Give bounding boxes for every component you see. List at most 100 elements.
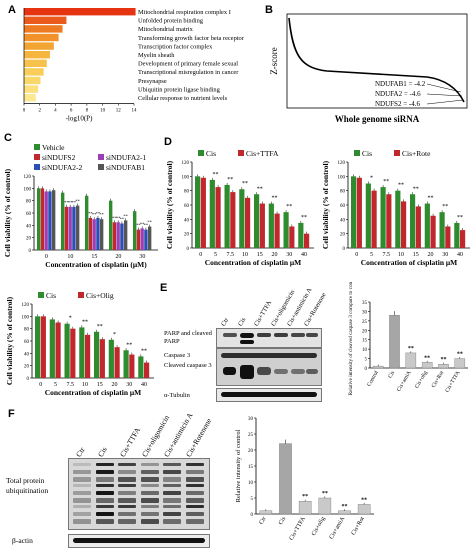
smear-band xyxy=(95,505,114,508)
beta-actin-label: β-actin xyxy=(12,536,33,545)
legend-swatch xyxy=(78,292,84,298)
smear-band xyxy=(140,512,159,516)
x-tick-label: 0 xyxy=(199,252,202,258)
y-tick-label: 100 xyxy=(24,187,32,192)
data-bar xyxy=(357,504,371,515)
a-tick-label: 2 xyxy=(38,109,41,114)
smear-band xyxy=(185,470,204,474)
legend-swatch xyxy=(98,154,104,160)
smear-band xyxy=(185,519,204,524)
legend-label: Cis xyxy=(362,149,372,158)
y-tick-label: 100 xyxy=(338,175,346,180)
caspase3-blot-strip xyxy=(216,348,322,386)
significance-mark: ** xyxy=(302,494,308,500)
y-tick-label: 100 xyxy=(182,175,190,180)
x-tick-label: Cis+amiA xyxy=(329,515,347,540)
panel-a-go-enrichment-chart: Mitochondrial respiration complex I Unfol… xyxy=(23,8,245,123)
y-axis-label: Cell viability (% of control) xyxy=(5,296,14,385)
beta-actin-strip xyxy=(68,534,210,548)
significance-mark: ** xyxy=(88,211,93,216)
y-tick-label: 40 xyxy=(24,352,30,357)
x-tick-label: 15 xyxy=(97,382,103,388)
x-tick-label: 20 xyxy=(115,254,121,260)
x-tick-label: 20 xyxy=(272,252,278,258)
significance-mark: ** xyxy=(141,348,147,354)
b-xlabel: Whole genome siRNA xyxy=(335,114,420,124)
significance-mark: ** xyxy=(64,200,69,205)
data-bar xyxy=(79,327,85,378)
data-bar xyxy=(140,228,144,250)
smear-band xyxy=(95,498,114,503)
significance-mark: ** xyxy=(227,177,233,183)
smear-band xyxy=(73,463,91,466)
a-tick-label: 4 xyxy=(54,109,57,114)
significance-mark: ** xyxy=(147,220,152,225)
x-tick-label: 10 xyxy=(82,382,88,388)
go-term-label: Unfolded protein binding xyxy=(138,18,204,25)
panel-f-letter: F xyxy=(8,408,15,420)
y-tick-label: 120 xyxy=(24,175,32,180)
smear-band xyxy=(95,477,114,482)
x-tick-label: 10 xyxy=(398,252,404,258)
legend-label: Cis+Olig xyxy=(86,291,114,300)
smear-band xyxy=(73,484,91,487)
data-bar xyxy=(279,443,292,515)
data-bar xyxy=(133,211,137,250)
data-bar xyxy=(108,339,114,378)
data-bar xyxy=(85,195,89,250)
smear-band xyxy=(95,491,114,495)
data-bar xyxy=(37,188,41,250)
data-bar xyxy=(75,205,80,250)
y-tick-label: 5 xyxy=(251,497,254,502)
a-tick-label: 6 xyxy=(70,109,73,114)
y-axis-label: Relative intensity of control xyxy=(235,429,242,502)
y-axis-label: Relative intensity of cleaved caspase 3 … xyxy=(347,282,354,395)
significance-mark: ** xyxy=(301,215,307,221)
significance-mark: ** xyxy=(441,357,447,363)
y-tick-label: 20 xyxy=(362,329,368,334)
smear-band xyxy=(163,477,181,482)
smear-band xyxy=(163,463,181,466)
significance-mark: ** xyxy=(428,196,434,202)
x-tick-label: Control xyxy=(366,370,380,388)
smear-band xyxy=(73,512,91,516)
x-tick-label: 15 xyxy=(413,252,419,258)
significance-mark: ** xyxy=(82,319,88,325)
significance-mark: ** xyxy=(123,213,128,218)
smear-band xyxy=(73,470,91,474)
y-tick-label: 30 xyxy=(362,310,368,315)
data-bar xyxy=(424,203,430,248)
data-bar xyxy=(49,319,55,378)
x-tick-label: 0 xyxy=(39,382,42,388)
x-tick-label: Cis+Rot xyxy=(351,516,366,537)
data-bar xyxy=(259,203,265,248)
smear-band xyxy=(185,484,204,487)
go-term-label: Transcriptional misregulation in cancer xyxy=(138,69,239,76)
parp-blot-strip xyxy=(216,328,322,348)
caspase3-label: Caspase 3 xyxy=(164,352,191,359)
ubiquitin-smear xyxy=(68,458,210,530)
go-term-label: Mitochondrial matrix xyxy=(138,26,194,33)
data-bar xyxy=(254,194,260,248)
data-bar xyxy=(147,226,152,250)
legend-swatch xyxy=(34,144,40,150)
smear-band xyxy=(163,498,181,503)
panel-c-letter: C xyxy=(4,132,12,144)
significance-mark: ** xyxy=(140,221,145,226)
data-bar xyxy=(304,233,310,248)
y-tick-label: 20 xyxy=(184,233,190,238)
smear-band xyxy=(163,484,181,487)
go-term-bar xyxy=(24,33,59,42)
y-tick-label: 20 xyxy=(24,365,30,370)
cleaved-caspase3-label: Cleaved caspase 3 xyxy=(164,362,212,369)
tubulin-blot-strip xyxy=(216,388,322,402)
smear-band xyxy=(73,505,91,508)
data-bar xyxy=(215,187,221,248)
significance-mark: ** xyxy=(413,186,419,192)
significance-mark: ** xyxy=(213,172,219,178)
significance-mark: ** xyxy=(144,223,149,228)
go-term-bar xyxy=(24,8,136,16)
x-tick-label: Ctr xyxy=(259,516,268,526)
legend-label: Cis+TTFA xyxy=(246,149,279,158)
y-axis-label: Cell viability (% of control) xyxy=(321,160,330,249)
